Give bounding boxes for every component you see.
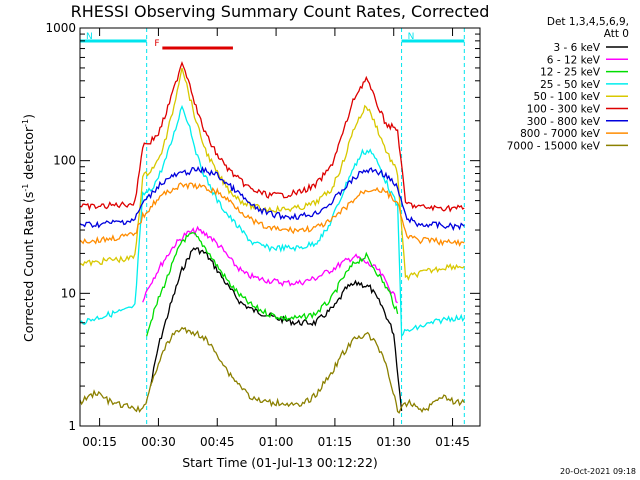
legend-header-line-1: Det 1,3,4,5,6,9,	[547, 16, 629, 28]
series-line-100-300-kev	[79, 61, 465, 213]
series-line-25-50-kev	[79, 104, 465, 338]
x-tick-label-4: 01:15	[318, 435, 353, 449]
x-tick-label-0: 00:15	[82, 435, 117, 449]
series-line-50-100-kev	[79, 67, 465, 281]
y-axis-label-end: )	[21, 114, 36, 119]
flag-label-f-2: F	[154, 39, 159, 49]
legend-header-line-2: Att 0	[604, 28, 629, 40]
legend-label-50-100-kev: 50 - 100 keV	[533, 91, 600, 103]
series-line-12-25-kev	[146, 232, 399, 337]
x-tick-label-1: 00:30	[141, 435, 176, 449]
chart-title: RHESSI Observing Summary Count Rates, Co…	[71, 2, 490, 21]
series-line-3-6-kev	[149, 247, 403, 411]
y-axis: 1 10 100 1000	[45, 21, 480, 433]
y-tick-label-1: 10	[61, 286, 76, 300]
y-tick-label-3: 1000	[45, 21, 76, 35]
y-axis-label: Corrected Count Rate (s-1 detector-1)	[21, 114, 36, 342]
legend-label-6-12-kev: 6 - 12 keV	[547, 54, 601, 66]
series-line-6-12-kev	[142, 225, 398, 304]
y-axis-label-sup-1: -1	[21, 184, 30, 192]
series-line-7000-15000-kev	[79, 326, 465, 414]
flag-label-n-0: N	[86, 32, 93, 42]
legend-label-7000-15000-kev: 7000 - 15000 keV	[507, 140, 601, 152]
x-tick-label-6: 01:45	[435, 435, 470, 449]
x-axis: 00:15 00:30 00:45 01:00 01:15 01:30 01:45	[82, 28, 470, 449]
series-line-800-7000-kev	[79, 182, 465, 247]
timestamp: 20-Oct-2021 09:18	[560, 467, 636, 476]
y-tick-label-0: 1	[68, 419, 76, 433]
x-tick-label-3: 01:00	[259, 435, 294, 449]
legend-label-300-800-kev: 300 - 800 keV	[527, 116, 601, 128]
y-axis-label-sup-2: -1	[21, 119, 30, 127]
y-axis-label-main: Corrected Count Rate (s	[21, 192, 36, 342]
x-tick-label-5: 01:30	[376, 435, 411, 449]
flag-label-n-1: N	[408, 32, 415, 42]
legend-label-12-25-kev: 12 - 25 keV	[540, 67, 601, 79]
plot-data: N NF	[79, 28, 465, 426]
series-line-300-800-kev	[79, 165, 465, 232]
legend-label-25-50-kev: 25 - 50 keV	[540, 79, 601, 91]
x-axis-label: Start Time (01-Jul-13 00:12:22)	[182, 455, 378, 470]
x-tick-label-2: 00:45	[200, 435, 235, 449]
plot-frame	[79, 27, 481, 427]
y-axis-label-mid: detector	[21, 126, 36, 184]
legend-label-100-300-kev: 100 - 300 keV	[527, 104, 601, 116]
y-tick-label-2: 100	[53, 154, 76, 168]
legend-label-800-7000-kev: 800 - 7000 keV	[520, 128, 601, 140]
legend-label-3-6-kev: 3 - 6 keV	[553, 42, 600, 54]
